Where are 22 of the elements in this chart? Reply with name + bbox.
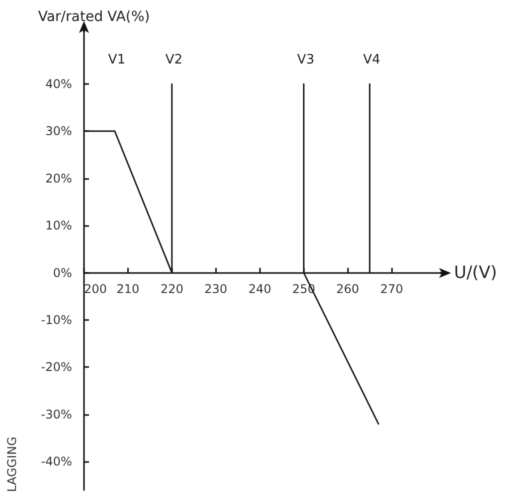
y-tick-label: -10% <box>40 313 72 328</box>
y-tick-label: -40% <box>40 454 72 469</box>
annotation: V3 <box>297 52 314 68</box>
x-tick-label: 220 <box>160 282 184 296</box>
annotation: V2 <box>165 52 182 68</box>
y-axis-title: Var/rated VA(%) <box>38 9 150 25</box>
x-tick-label: 210 <box>116 282 140 296</box>
y-tick-label: 0% <box>52 266 72 280</box>
annotation: V1 <box>108 52 126 68</box>
x-tick-label: 270 <box>380 282 404 296</box>
x-tick-label: 240 <box>248 282 272 296</box>
y-tick-label: -30% <box>40 407 72 422</box>
x-axis-title: U/(V) <box>454 262 498 283</box>
y-tick-label: 10% <box>45 218 72 233</box>
y-tick-label: 30% <box>45 124 72 138</box>
text: LAGGING <box>5 436 19 492</box>
y-tick-label: 40% <box>45 76 72 91</box>
y-tick-label: -20% <box>40 360 72 374</box>
y-tick-label: 20% <box>45 171 72 186</box>
x-tick-label: 230 <box>204 282 228 296</box>
annotation: V4 <box>363 52 380 68</box>
x-tick-label: 260 <box>336 282 360 296</box>
